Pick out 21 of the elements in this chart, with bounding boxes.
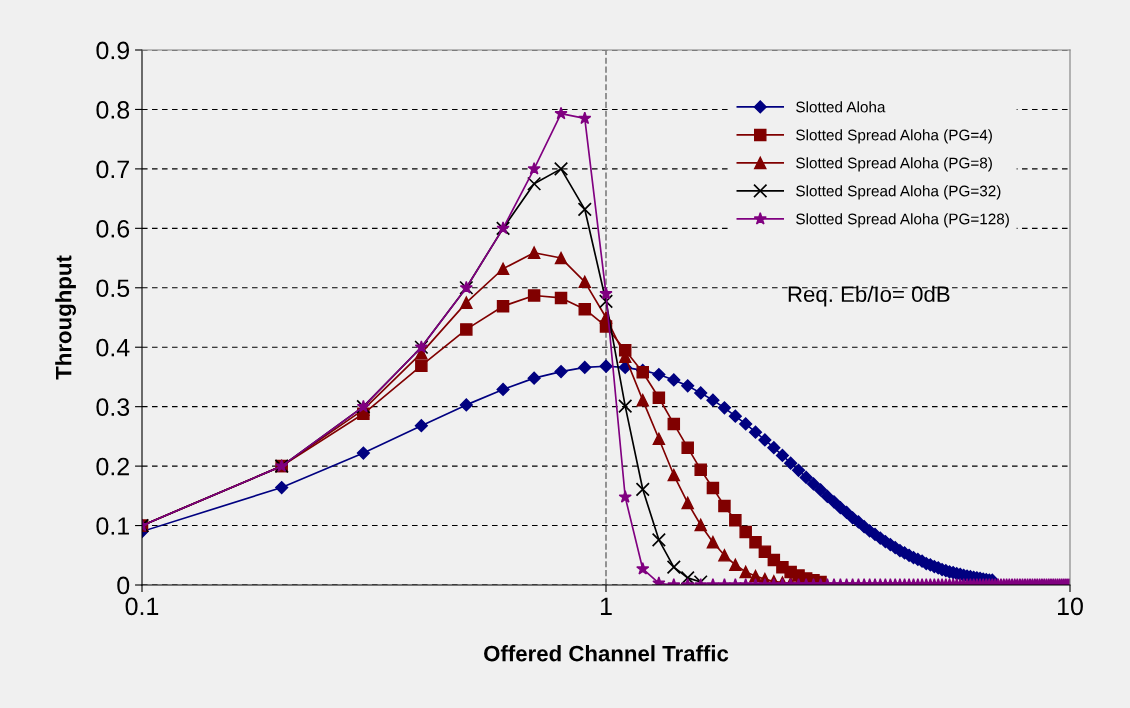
y-tick-label: 0.4	[96, 338, 130, 357]
x-axis-title: Offered Channel Traffic	[484, 645, 729, 662]
annotation: Req. Eb/Io= 0dB	[788, 285, 950, 307]
legend-label: Slotted Spread Aloha (PG=8)	[796, 157, 992, 172]
y-axis-title: Throughput	[55, 255, 76, 380]
y-tick-label: 0.1	[96, 517, 129, 535]
y-tick-label: 0.2	[96, 457, 129, 476]
y-tick-label: 0.6	[96, 219, 130, 238]
x-tick-label: 10	[1058, 597, 1083, 616]
y-tick-label: 0.8	[96, 101, 130, 119]
legend-label: Slotted Spread Aloha (PG=128)	[796, 213, 1009, 228]
legend-label: Slotted Spread Aloha (PG=4)	[796, 129, 992, 144]
y-tick-label: 0.7	[96, 160, 129, 179]
legend-label: Slotted Aloha	[796, 101, 886, 113]
x-tick-label: 1	[600, 597, 612, 615]
x-tick-label: 0.1	[125, 597, 159, 616]
legend-label: Slotted Spread Aloha (PG=32)	[796, 185, 1001, 200]
y-tick-label: 0	[117, 576, 130, 595]
y-tick-label: 0.9	[96, 41, 130, 60]
y-tick-label: 0.5	[96, 279, 130, 298]
y-tick-label: 0.3	[96, 398, 130, 416]
